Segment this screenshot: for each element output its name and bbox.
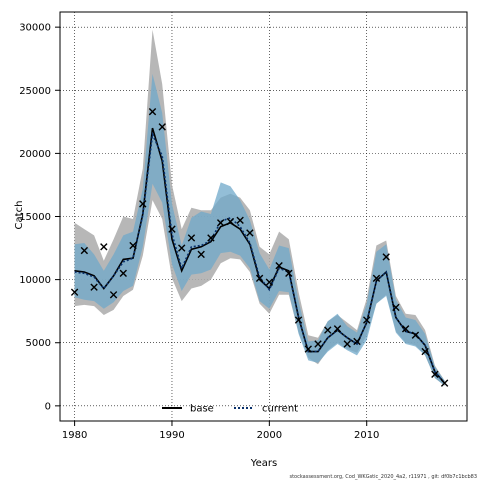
observed-point bbox=[70, 288, 79, 296]
observed-point bbox=[314, 340, 322, 348]
observed-point bbox=[363, 316, 371, 324]
observed-point bbox=[343, 340, 351, 348]
observed-point bbox=[353, 337, 361, 346]
legend: base current bbox=[162, 404, 298, 415]
x-tick-label: 2010 bbox=[354, 430, 379, 441]
x-tick-label: 1990 bbox=[159, 430, 184, 441]
observed-point bbox=[372, 274, 381, 283]
observed-point bbox=[431, 370, 439, 378]
band-base bbox=[74, 29, 445, 386]
observed-point bbox=[216, 219, 225, 227]
observed-point bbox=[304, 345, 312, 353]
observed-point bbox=[80, 246, 89, 255]
legend-label-base: base bbox=[190, 404, 214, 415]
observed-point bbox=[440, 379, 449, 387]
observed-point bbox=[392, 303, 400, 312]
observed-point bbox=[275, 262, 283, 270]
y-tick-label: 5000 bbox=[26, 338, 51, 349]
footer-note: stockassessment.org, Cod_WKGstic_2020_4a… bbox=[289, 474, 477, 480]
observed-points bbox=[70, 108, 449, 387]
observed-point bbox=[255, 274, 264, 283]
y-tick-label: 15000 bbox=[19, 212, 51, 223]
observed-point bbox=[187, 234, 196, 242]
series-lines bbox=[74, 127, 446, 384]
observed-point bbox=[168, 225, 176, 233]
observed-point bbox=[100, 243, 108, 251]
observed-point bbox=[226, 217, 235, 226]
line-current bbox=[74, 131, 446, 384]
observed-point bbox=[246, 229, 254, 237]
x-tick-label: 1980 bbox=[62, 430, 87, 441]
observed-point bbox=[324, 326, 332, 334]
y-tick-label: 0 bbox=[45, 401, 51, 412]
observed-point bbox=[178, 244, 186, 252]
observed-point bbox=[401, 325, 410, 333]
observed-point bbox=[119, 269, 127, 278]
y-axis-title: Catch bbox=[14, 201, 25, 230]
observed-point bbox=[148, 108, 157, 116]
observed-point bbox=[285, 269, 293, 278]
observed-point bbox=[333, 325, 342, 333]
observed-point bbox=[236, 216, 244, 224]
legend-label-current: current bbox=[262, 404, 298, 415]
y-tick-label: 10000 bbox=[19, 275, 51, 286]
y-tick-label: 20000 bbox=[19, 149, 51, 160]
observed-point bbox=[90, 283, 98, 291]
x-tick-label: 2000 bbox=[257, 430, 282, 441]
observed-point bbox=[421, 347, 429, 356]
axes: 1980 1990 2000 2010 0 5000 10000 15000 20000 2500… bbox=[19, 11, 468, 441]
grid-lines bbox=[60, 12, 467, 421]
confidence-bands bbox=[74, 29, 445, 386]
x-axis-title: Years bbox=[250, 458, 277, 469]
y-tick-label: 30000 bbox=[19, 23, 51, 34]
observed-point bbox=[265, 278, 274, 286]
observed-point bbox=[158, 123, 166, 131]
observed-point bbox=[109, 291, 118, 299]
y-tick-label: 25000 bbox=[19, 86, 51, 97]
observed-point bbox=[411, 331, 420, 339]
observed-point bbox=[294, 316, 303, 324]
observed-point bbox=[197, 250, 205, 259]
observed-point bbox=[129, 241, 137, 250]
observed-point bbox=[382, 253, 390, 261]
observed-point bbox=[139, 200, 147, 208]
observed-point bbox=[207, 234, 215, 242]
